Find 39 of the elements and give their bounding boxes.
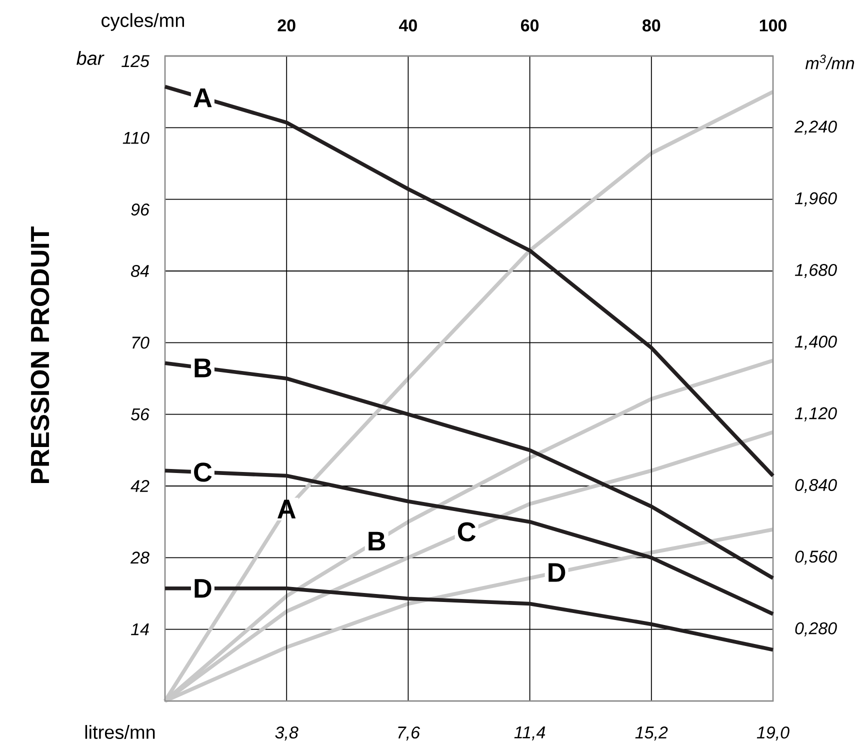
y2-tick-label: 1,400 [794, 336, 837, 350]
y-tick-label: 110 [122, 132, 150, 144]
text: bar [76, 51, 104, 65]
y2-tick-label: 2,240 [794, 120, 837, 135]
y2-axis-title: m$^{3}$/mn [805, 54, 854, 70]
series-label: B [194, 358, 212, 378]
x2-axis-title: cycles/mn [102, 13, 184, 31]
x-tick-label: 15,2 [635, 726, 668, 741]
series-label: D [194, 579, 212, 598]
series-label: B [368, 532, 386, 550]
y-axis-title: PRESSION PRODUIT [30, 226, 50, 484]
x-tick-label: 11,4 [514, 726, 546, 740]
y-tick-label: 14 [131, 623, 149, 636]
y-tick-label: 56 [130, 408, 150, 420]
x-tick-label: 3,8 [275, 726, 298, 741]
y2-tick-label: 1,680 [794, 264, 837, 278]
y-tick-label: 125 [122, 55, 150, 68]
series-label: C [458, 522, 476, 542]
x2-tick-label: 20 [278, 19, 296, 32]
y2-tick-label: 0,840 [795, 478, 837, 494]
y-tick-label: 84 [131, 264, 149, 278]
y2-tick-label: 1,120 [794, 407, 837, 422]
y-tick-label: 70 [132, 336, 150, 349]
y2-tick-label: 0,280 [795, 622, 837, 636]
y-tick-label: 96 [131, 204, 150, 216]
x2-tick-label: 40 [399, 19, 417, 32]
x2-tick-label: 80 [642, 19, 660, 32]
y2-tick-label: 0,560 [795, 550, 837, 565]
series-label: A [194, 88, 212, 108]
x-axis-title: litres/mn [85, 725, 155, 739]
x-tick-label: 7,6 [398, 726, 420, 741]
series-label: D [548, 563, 566, 582]
y2-tick-label: 1,960 [794, 192, 837, 206]
x2-tick-label: 60 [520, 19, 539, 32]
x-tick-label: 19,0 [756, 726, 790, 741]
series-label: C [194, 462, 212, 482]
y-tick-label: 42 [130, 480, 150, 492]
y-tick-label: 28 [130, 552, 150, 564]
x2-tick-label: 100 [760, 19, 786, 32]
